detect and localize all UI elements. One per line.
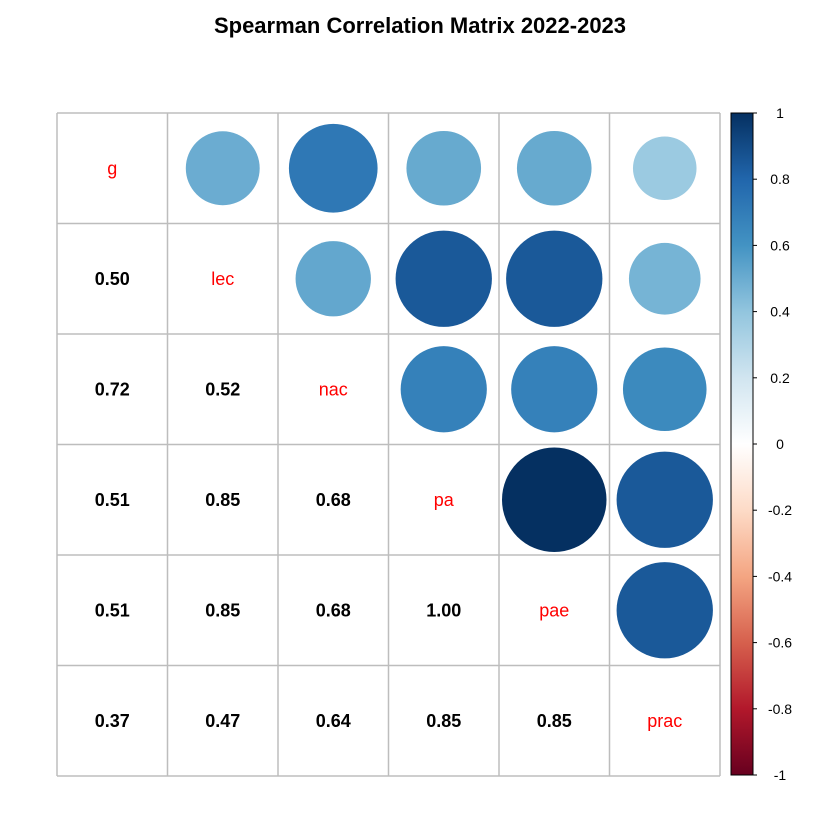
colorbar-tick-label: 0.6 (770, 237, 790, 253)
diagonal-label-lec: lec (211, 269, 234, 289)
correlation-value-prac-pa: 0.85 (426, 711, 461, 731)
correlation-circle-lec-pa (395, 230, 492, 327)
correlation-value-pa-g: 0.51 (95, 490, 130, 510)
correlation-value-pa-lec: 0.85 (205, 490, 240, 510)
colorbar-tick-label: 1 (776, 105, 784, 121)
correlation-value-pae-lec: 0.85 (205, 600, 240, 620)
colorbar-gradient (730, 112, 754, 776)
correlation-value-prac-nac: 0.64 (316, 711, 351, 731)
chart-title: Spearman Correlation Matrix 2022-2023 (214, 13, 626, 38)
diagonal-label-prac: prac (647, 711, 682, 731)
correlation-value-prac-lec: 0.47 (205, 711, 240, 731)
correlation-value-pae-g: 0.51 (95, 600, 130, 620)
correlation-circle-pa-pae (502, 447, 607, 552)
correlation-value-pa-nac: 0.68 (316, 490, 351, 510)
colorbar-tick-label: -0.8 (768, 701, 792, 717)
colorbar-tick-label: -0.6 (768, 635, 792, 651)
correlation-circle-lec-pae (506, 230, 603, 327)
correlation-value-prac-pae: 0.85 (537, 711, 572, 731)
colorbar-tick-label: 0 (776, 436, 784, 452)
correlation-circle-lec-prac (628, 242, 701, 315)
matrix-cells: g 0.50 lec 0.72 0.52 nac 0.51 0.85 0.68 pa 0.51 0.8… (95, 123, 713, 731)
correlation-value-lec-g: 0.50 (95, 269, 130, 289)
diagonal-label-g: g (107, 158, 117, 178)
colorbar-tick-label: -0.4 (768, 568, 792, 584)
correlation-value-pae-pa: 1.00 (426, 600, 461, 620)
diagonal-label-pae: pae (539, 600, 569, 620)
correlation-circle-pae-prac (616, 562, 713, 659)
correlation-circle-nac-pa (400, 346, 487, 433)
correlation-circle-g-nac (288, 123, 378, 213)
colorbar-tick-label: 0.2 (770, 370, 790, 386)
correlation-circle-nac-pae (511, 346, 598, 433)
correlation-circle-lec-nac (295, 241, 371, 317)
correlation-circle-g-pae (516, 130, 592, 206)
correlation-circle-g-pa (406, 130, 482, 206)
diagonal-label-pa: pa (434, 490, 455, 510)
correlation-value-nac-g: 0.72 (95, 379, 130, 399)
colorbar-tick-label: 0.4 (770, 304, 790, 320)
correlation-value-nac-lec: 0.52 (205, 379, 240, 399)
colorbar-tick-label: -0.2 (768, 502, 792, 518)
correlation-circle-g-prac (632, 136, 697, 201)
correlation-circle-pa-prac (616, 451, 713, 548)
correlation-circle-g-lec (185, 131, 260, 206)
colorbar-legend: 1 0.8 0.6 0.4 0.2 0 -0.2 -0.4 -0.6 -0.8 -1 (730, 105, 792, 783)
correlation-value-pae-nac: 0.68 (316, 600, 351, 620)
matrix-grid (56, 112, 721, 777)
correlation-circle-nac-prac (622, 347, 707, 432)
correlation-value-prac-g: 0.37 (95, 711, 130, 731)
colorbar-tick-label: -1 (774, 767, 787, 783)
colorbar-tick-label: 0.8 (770, 171, 790, 187)
diagonal-label-nac: nac (319, 379, 348, 399)
